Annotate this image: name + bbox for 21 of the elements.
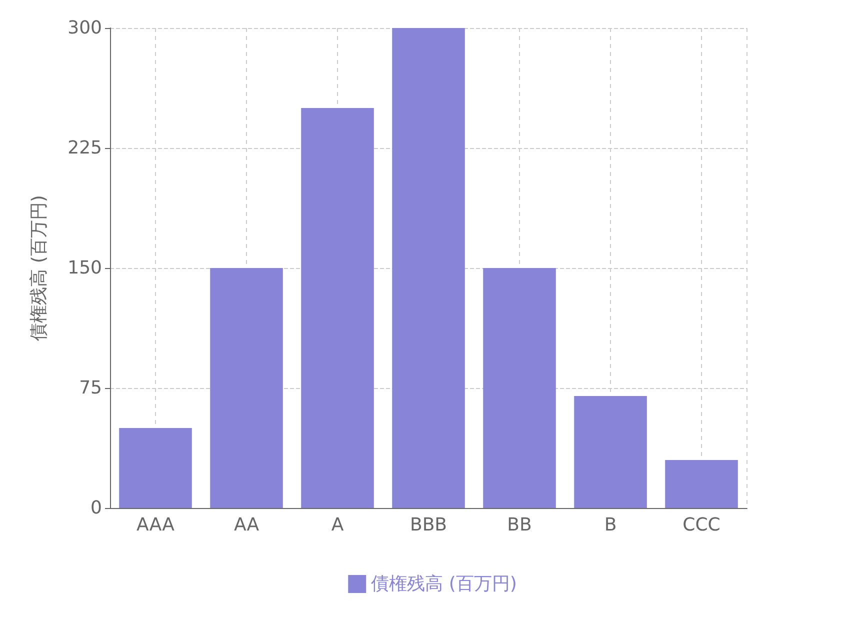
- x-tick-label: A: [331, 514, 344, 536]
- x-tick-label: CCC: [682, 514, 720, 536]
- x-tick-label: AA: [234, 514, 260, 536]
- bar: [210, 268, 283, 508]
- y-tick-label: 150: [68, 258, 102, 278]
- x-tick-label: BBB: [410, 514, 448, 536]
- x-tick-label: BB: [507, 514, 532, 536]
- bar: [483, 268, 556, 508]
- y-tick-label: 75: [79, 378, 102, 398]
- y-axis-title: 債権残高 (百万円): [28, 195, 50, 341]
- y-tick-label: 300: [68, 18, 102, 38]
- y-tick-label: 0: [90, 498, 102, 518]
- bar: [392, 28, 465, 508]
- bar: [574, 396, 647, 508]
- bar: [301, 108, 374, 508]
- bar: [665, 460, 738, 508]
- legend-label: 債権残高 (百万円): [371, 574, 517, 594]
- x-tick-label: AAA: [136, 514, 176, 536]
- x-tick-label: B: [604, 514, 617, 536]
- bar: [119, 428, 192, 508]
- y-tick-label: 225: [68, 138, 102, 158]
